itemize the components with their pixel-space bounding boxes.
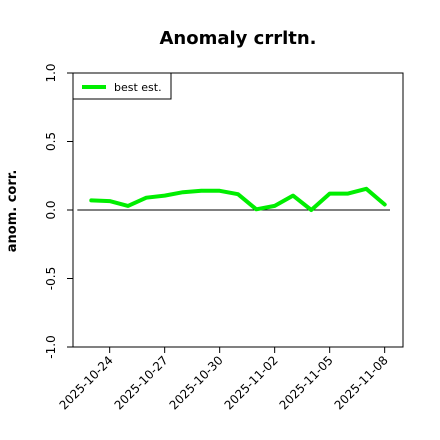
x-tick-label: 2025-11-02 — [222, 353, 281, 412]
x-tick-label: 2025-10-27 — [112, 353, 171, 412]
plot-area: -1.0-0.50.00.51.02025-10-242025-10-27202… — [44, 63, 404, 412]
x-tick-label: 2025-10-24 — [57, 353, 116, 412]
x-tick-label: 2025-10-30 — [167, 353, 226, 412]
x-tick-label: 2025-11-08 — [332, 353, 391, 412]
y-tick-label: -0.5 — [44, 267, 58, 290]
y-tick-label: -1.0 — [44, 335, 58, 358]
y-tick-label: 0.5 — [44, 132, 58, 151]
y-tick-label: 1.0 — [44, 63, 58, 82]
x-tick-label: 2025-11-05 — [277, 353, 336, 412]
series-line-1 — [89, 186, 387, 212]
legend-label: best est. — [114, 81, 162, 94]
y-axis-label: anom. corr. — [5, 170, 20, 253]
y-tick-label: 0.0 — [44, 200, 58, 219]
chart-title: Anomaly crrltn. — [159, 28, 316, 49]
